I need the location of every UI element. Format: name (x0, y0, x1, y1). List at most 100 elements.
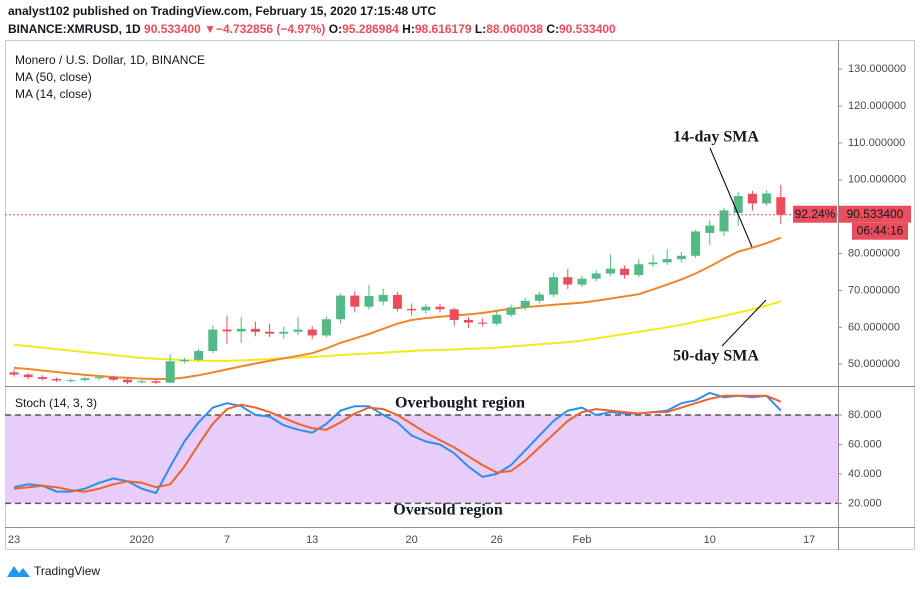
price-box (839, 205, 911, 223)
change-label: 92.24% (795, 207, 836, 221)
change: ▼−4.732856 (−4.97%) (204, 22, 325, 36)
candle-body (392, 294, 402, 309)
x-tick-label: 26 (491, 534, 503, 546)
candle-body (506, 307, 516, 315)
legend-entry: MA (14, close) (15, 87, 92, 101)
candle-body (534, 294, 544, 301)
candle-body (676, 255, 686, 260)
series-line (13, 394, 782, 493)
annotation: Overbought region (395, 395, 525, 412)
series-line (13, 236, 782, 380)
x-tick-label: 7 (224, 534, 230, 546)
candle-body (378, 294, 388, 302)
y-tick-label: 80.000000 (848, 247, 900, 259)
candle-body (435, 306, 445, 310)
ohlc-label: H: (402, 22, 415, 36)
price-label: 90.533400 (847, 207, 904, 221)
candle-body (52, 378, 62, 381)
ohlc-label: O: (329, 22, 342, 36)
y-tick-label: 50.000000 (848, 358, 900, 370)
candle-body (605, 268, 615, 274)
candle-body (549, 277, 559, 295)
candle-body (705, 225, 715, 233)
candle-body (733, 196, 743, 213)
annotation: Oversold region (393, 502, 503, 519)
candle-body (350, 295, 360, 307)
candle-body (478, 322, 488, 324)
annotation: 14-day SMA (673, 129, 759, 146)
candle-body (165, 361, 175, 383)
candle-body (719, 210, 729, 232)
candle-body (620, 268, 630, 275)
ohlc-label: L: (475, 22, 486, 36)
candle-body (591, 273, 601, 279)
candle-body (691, 231, 701, 256)
x-tick-label: 20 (405, 534, 417, 546)
candle-body (222, 329, 232, 332)
x-tick-label: 13 (306, 534, 318, 546)
candle-body (336, 295, 346, 320)
candle-body (421, 306, 431, 311)
candle-body (236, 328, 246, 332)
y-tick-label: 60.000000 (848, 321, 900, 333)
candle-body (776, 197, 786, 215)
ohlc-value: 98.616179 (415, 22, 472, 36)
x-tick-label: 17 (803, 534, 815, 546)
legend-entry: MA (50, close) (15, 70, 92, 84)
x-tick-label: Feb (573, 534, 592, 546)
y-tick-label: 60.000 (848, 438, 882, 450)
x-tick-label: 10 (704, 534, 716, 546)
candle-body (321, 319, 331, 336)
y-tick-label: 100.000000 (848, 174, 906, 186)
annotation: 50-day SMA (673, 348, 759, 365)
candle-body (449, 309, 459, 320)
ohlc-label: C: (546, 22, 559, 36)
last-price: 90.533400 (144, 22, 201, 36)
candle-body (563, 277, 573, 285)
ohlc-value: 95.286984 (342, 22, 399, 36)
series-line (13, 300, 782, 362)
candle-body (307, 329, 317, 336)
candle-body (407, 308, 417, 311)
candle-body (194, 350, 204, 360)
brand: TradingView (34, 564, 100, 578)
y-tick-label: 70.000000 (848, 284, 900, 296)
candle-body (747, 193, 757, 204)
candle-body (762, 193, 772, 204)
ohlc-value: 90.533400 (559, 22, 616, 36)
candle-body (80, 378, 90, 381)
annotation-arrow (709, 147, 753, 248)
y-tick-label: 110.000000 (848, 137, 905, 149)
candle-body (577, 278, 587, 285)
tradingview-logo: TradingView (7, 564, 100, 578)
pane-title: Stoch (14, 3, 3) (15, 396, 97, 410)
candle-body (279, 331, 289, 334)
annotation-arrow (721, 299, 767, 347)
candle-body (492, 314, 502, 324)
ohlc-value: 88.060038 (486, 22, 543, 36)
y-tick-label: 120.000000 (848, 100, 906, 112)
candle-body (9, 372, 19, 375)
candle-body (293, 329, 303, 332)
candle-body (520, 300, 530, 308)
frame (5, 40, 915, 550)
y-tick-label: 40.000 (848, 468, 882, 480)
y-tick-label: 130.000000 (848, 63, 906, 75)
pane-title: Monero / U.S. Dollar, 1D, BINANCE (15, 53, 205, 67)
y-tick-label: 20.000 (848, 497, 882, 509)
candle-body (634, 264, 644, 275)
candle-body (265, 331, 275, 334)
published-line: analyst102 published on TradingView.com,… (8, 4, 436, 18)
candle-body (23, 374, 33, 378)
candle-body (66, 380, 76, 382)
symbol: BINANCE:XMRUSD, 1D (8, 22, 141, 36)
candle-body (137, 381, 147, 383)
candle-body (123, 379, 133, 383)
candle-body (179, 359, 189, 362)
candle-body (250, 328, 260, 332)
logo-icon (7, 566, 30, 577)
candle-body (208, 329, 218, 351)
candle-body (662, 259, 672, 263)
band-region (5, 415, 838, 504)
